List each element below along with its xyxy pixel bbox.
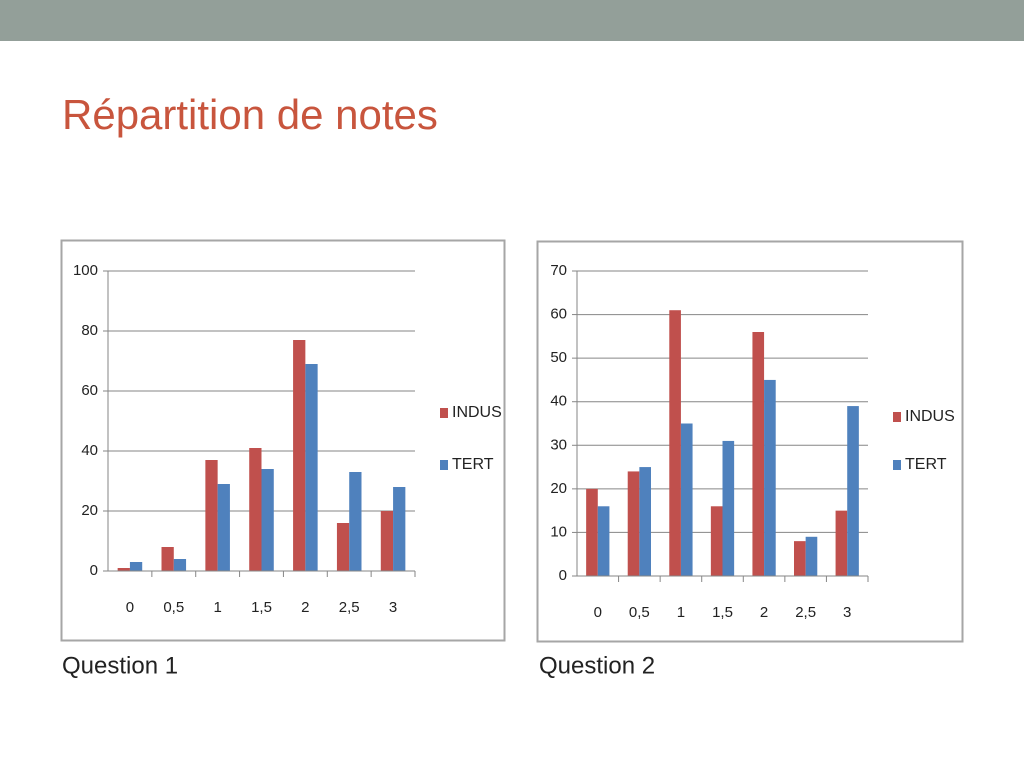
y-tick-label: 30 xyxy=(550,436,567,453)
bar xyxy=(680,423,693,576)
bar xyxy=(586,488,598,576)
bar xyxy=(305,364,318,571)
bar xyxy=(117,568,130,571)
bar xyxy=(847,406,859,576)
x-tick-label: 2 xyxy=(301,599,309,616)
bar xyxy=(380,511,394,571)
bar xyxy=(805,536,818,576)
legend-label: TERT xyxy=(905,456,947,473)
y-tick-label: 80 xyxy=(81,322,98,339)
legend-swatch xyxy=(893,412,901,422)
bar xyxy=(722,440,735,576)
x-tick-label: 0 xyxy=(594,604,602,621)
bar xyxy=(794,541,806,576)
legend-label: INDUS xyxy=(905,408,955,425)
y-tick-label: 10 xyxy=(550,523,567,540)
bar xyxy=(835,510,848,576)
y-tick-label: 100 xyxy=(73,262,98,279)
x-tick-label: 1,5 xyxy=(251,599,272,616)
x-tick-label: 0,5 xyxy=(163,599,184,616)
legend-swatch xyxy=(440,408,448,418)
bar xyxy=(764,379,776,576)
bar xyxy=(627,471,640,576)
bar xyxy=(710,506,723,576)
chart-caption: Question 2 xyxy=(539,652,655,679)
x-tick-label: 3 xyxy=(843,604,851,621)
bar xyxy=(129,562,143,571)
x-tick-label: 2 xyxy=(760,604,768,621)
x-tick-label: 0 xyxy=(126,599,134,616)
legend-label: INDUS xyxy=(452,404,502,421)
legend-swatch xyxy=(893,460,901,470)
chart-frame xyxy=(60,239,506,642)
bar xyxy=(217,484,230,571)
bar xyxy=(639,467,651,576)
y-tick-label: 40 xyxy=(81,442,98,459)
y-tick-label: 20 xyxy=(550,480,567,497)
y-tick-label: 0 xyxy=(559,567,567,584)
x-tick-label: 2,5 xyxy=(795,604,816,621)
y-tick-label: 70 xyxy=(550,262,567,279)
bar xyxy=(349,472,362,571)
y-tick-label: 0 xyxy=(90,562,98,579)
legend-label: TERT xyxy=(452,456,494,473)
bar xyxy=(393,487,406,571)
x-tick-label: 0,5 xyxy=(629,604,650,621)
bar xyxy=(249,448,262,571)
x-tick-label: 1 xyxy=(213,599,221,616)
y-tick-label: 60 xyxy=(81,382,98,399)
legend-swatch xyxy=(440,460,448,470)
y-tick-label: 50 xyxy=(550,349,567,366)
bar xyxy=(161,547,174,571)
bar xyxy=(261,469,274,571)
bar xyxy=(597,506,610,576)
bar xyxy=(173,559,187,571)
top-bar xyxy=(0,0,1024,41)
x-tick-label: 1,5 xyxy=(712,604,733,621)
slide-title: Répartition de notes xyxy=(62,91,438,138)
y-tick-label: 40 xyxy=(550,393,567,410)
chart-caption: Question 1 xyxy=(62,652,178,679)
bar xyxy=(669,310,681,576)
x-tick-label: 2,5 xyxy=(339,599,360,616)
bar xyxy=(293,340,306,571)
chart-frame xyxy=(536,240,964,643)
bar xyxy=(205,460,218,571)
bar xyxy=(336,523,350,571)
bar xyxy=(752,332,765,576)
x-tick-label: 1 xyxy=(677,604,685,621)
y-tick-label: 60 xyxy=(550,306,567,323)
y-tick-label: 20 xyxy=(81,502,98,519)
x-tick-label: 3 xyxy=(389,599,397,616)
